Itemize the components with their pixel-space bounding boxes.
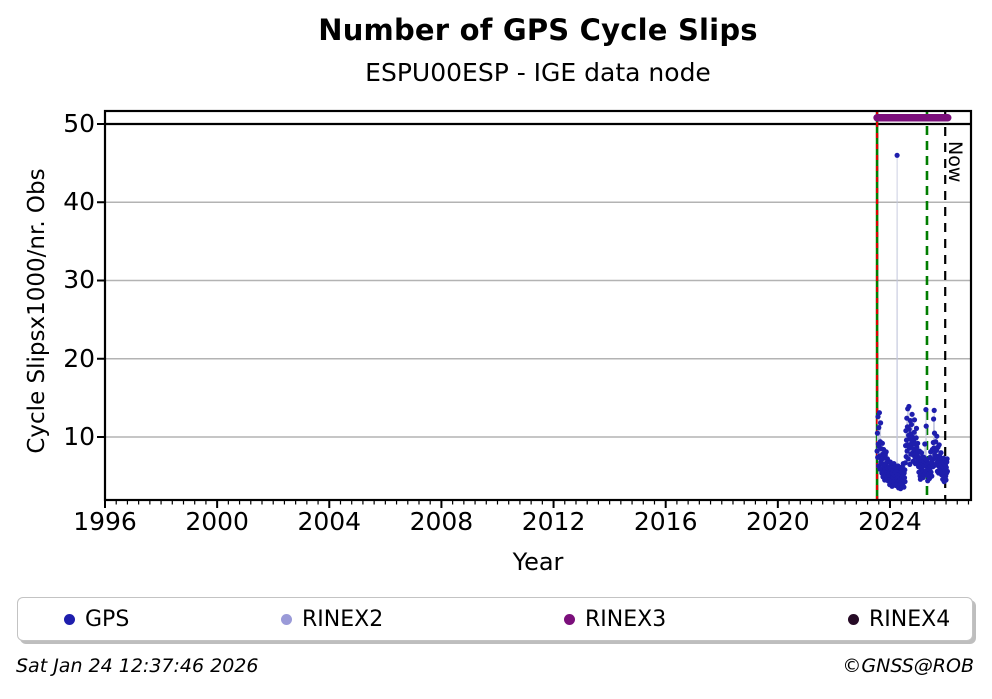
data-point [909, 411, 915, 417]
legend-label-rinex4: RINEX4 [869, 606, 951, 632]
y-tick-label-50: 50 [63, 108, 95, 138]
data-point [944, 468, 951, 474]
data-point [944, 456, 950, 462]
data-point [911, 417, 918, 423]
legend-label-rinex2: RINEX2 [302, 606, 384, 632]
data-point [914, 444, 920, 450]
x-tick-label-2024: 2024 [858, 507, 922, 536]
data-point [905, 456, 911, 462]
data-point [906, 403, 912, 410]
y-tick-label-40: 40 [63, 187, 95, 217]
x-tick-label-2004: 2004 [297, 507, 362, 536]
data-point [931, 407, 937, 413]
data-point [938, 450, 944, 456]
data-point [907, 461, 913, 467]
data-point [928, 469, 934, 475]
data-point [915, 440, 921, 446]
x-tick-label-2012: 2012 [521, 507, 586, 536]
legend-item-rinex3: RINEX3 [564, 598, 666, 640]
data-point [943, 464, 949, 471]
legend-label-rinex3: RINEX3 [585, 606, 667, 632]
data-point [902, 460, 908, 466]
plot-area: Now [97, 109, 973, 508]
data-point [936, 442, 942, 448]
axis-ticks [97, 122, 970, 508]
data-point [943, 477, 949, 483]
data-point [879, 440, 886, 446]
data-point [901, 475, 908, 481]
data-point [934, 433, 940, 439]
y-tick-label-20: 20 [63, 343, 95, 373]
plot-canvas: Now [97, 109, 973, 508]
legend-marker-gps [64, 613, 75, 625]
legend: GPS RINEX2 RINEX3 RINEX4 [17, 597, 973, 641]
data-point [913, 435, 919, 441]
legend-item-rinex4: RINEX4 [848, 598, 950, 640]
x-tick-label-2008: 2008 [409, 507, 474, 536]
now-label: Now [944, 141, 966, 182]
legend-marker-rinex4 [848, 613, 859, 625]
data-point [876, 425, 882, 431]
data-point [906, 426, 912, 432]
plot-frame [103, 109, 973, 502]
footer-credit: ©GNSS@ROB [842, 655, 974, 677]
data-point [894, 152, 900, 158]
legend-marker-rinex2 [281, 613, 292, 625]
data-point [922, 441, 928, 447]
data-point [883, 449, 889, 455]
x-tick-label-2020: 2020 [746, 507, 810, 536]
y-tick-label-30: 30 [63, 265, 95, 295]
data-point [901, 484, 907, 490]
data-point [923, 407, 929, 413]
data-point [933, 439, 939, 445]
legend-label-gps: GPS [85, 606, 130, 632]
x-axis-label: Year [512, 548, 564, 576]
legend-item-rinex2: RINEX2 [281, 598, 383, 640]
footer-timestamp: Sat Jan 24 12:37:46 2026 [16, 655, 259, 677]
data-point [876, 410, 883, 416]
data-point [902, 479, 908, 485]
data-point [929, 473, 935, 479]
legend-item-gps: GPS [64, 598, 129, 640]
data-point [918, 450, 925, 456]
data-point [878, 420, 884, 426]
chart-subtitle: ESPU00ESP - IGE data node [365, 58, 711, 87]
y-tick-label-10: 10 [63, 422, 95, 451]
x-tick-label-2000: 2000 [185, 507, 249, 536]
data-point [923, 423, 929, 429]
x-tick-label-2016: 2016 [633, 507, 698, 536]
legend-marker-rinex3 [564, 613, 575, 625]
gps-series-points [874, 152, 951, 492]
x-tick-label-1996: 1996 [73, 507, 137, 536]
chart-title: Number of GPS Cycle Slips [318, 13, 758, 47]
data-point [907, 418, 913, 424]
data-point [874, 430, 881, 436]
data-point [875, 414, 881, 420]
data-point [908, 421, 915, 428]
data-point [913, 425, 920, 431]
data-point [902, 467, 908, 473]
data-point [931, 416, 937, 422]
data-point [911, 429, 917, 435]
data-point [874, 448, 880, 454]
